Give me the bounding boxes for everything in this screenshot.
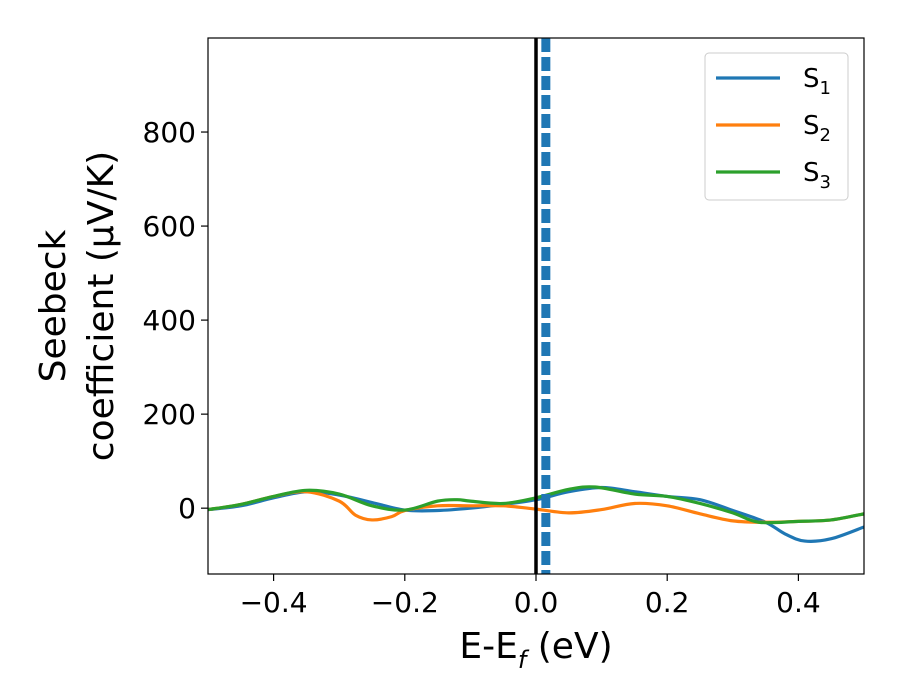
y-tick-label: 800 — [143, 116, 196, 149]
x-tick-label: −0.2 — [371, 586, 439, 619]
series-line-s2 — [208, 490, 864, 524]
x-tick-label: 0.4 — [776, 586, 821, 619]
legend-label-s2: S2 — [803, 111, 831, 146]
x-tick-label: 0.2 — [645, 586, 690, 619]
x-tick-label: 0.0 — [514, 586, 559, 619]
legend-label-s3: S3 — [803, 158, 831, 193]
x-tick-label: −0.4 — [240, 586, 308, 619]
y-axis-ticks: 0 200 400 600 800 — [143, 116, 208, 525]
legend-entries: S1 S2 S3 — [716, 64, 831, 193]
y-tick-label: 0 — [178, 492, 196, 525]
series-layer — [208, 38, 864, 574]
y-axis-title-line-1: Seebeck — [33, 229, 74, 382]
y-axis-title-line-2: coefficient (μV/K) — [81, 151, 122, 461]
y-tick-label: 600 — [143, 210, 196, 243]
y-tick-label: 400 — [143, 304, 196, 337]
legend: S1 S2 S3 — [704, 52, 849, 201]
x-axis-title: E-Ef (eV) — [459, 626, 612, 674]
x-axis-ticks: −0.4 −0.2 0.0 0.2 0.4 — [240, 574, 821, 619]
legend-label-s1: S1 — [803, 64, 831, 99]
series-line-s3 — [208, 485, 864, 525]
y-tick-label: 200 — [143, 398, 196, 431]
